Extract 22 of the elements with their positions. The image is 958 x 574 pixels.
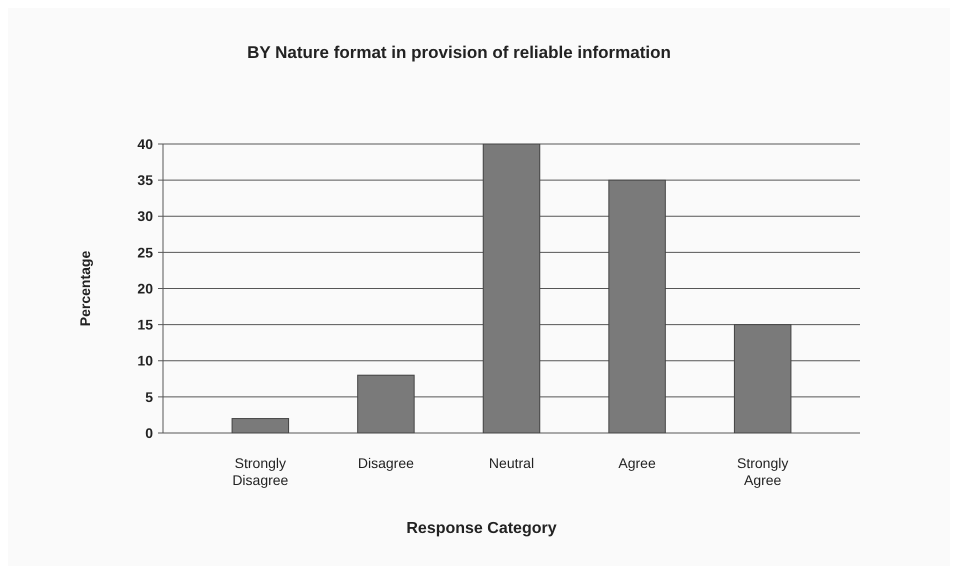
x-tick-label: Strongly Disagree bbox=[232, 455, 289, 488]
y-tick-label: 15 bbox=[137, 316, 154, 333]
bar bbox=[608, 180, 666, 434]
y-tick-label: 20 bbox=[137, 280, 154, 296]
bar bbox=[232, 418, 290, 434]
bar bbox=[357, 374, 415, 434]
x-tick-label: Disagree bbox=[358, 455, 414, 471]
bar bbox=[734, 324, 792, 434]
y-tick-label: 5 bbox=[145, 388, 154, 405]
x-tick-label: Neutral bbox=[488, 455, 534, 471]
y-tick-label: 35 bbox=[137, 172, 154, 188]
y-axis-title: Percentage bbox=[77, 250, 93, 326]
chart-title: BY Nature format in provision of reliable information bbox=[247, 43, 671, 62]
x-axis-title: Response Category bbox=[406, 520, 557, 537]
y-tick-label: 30 bbox=[137, 208, 154, 224]
y-tick-label: 0 bbox=[145, 424, 154, 441]
x-tick-label: Agree bbox=[618, 455, 656, 471]
y-tick-label: 10 bbox=[137, 352, 154, 369]
y-tick-label: 25 bbox=[137, 244, 154, 260]
bar bbox=[482, 144, 540, 434]
y-tick-label: 40 bbox=[137, 136, 154, 152]
x-tick-label: Strongly Agree bbox=[736, 455, 788, 488]
